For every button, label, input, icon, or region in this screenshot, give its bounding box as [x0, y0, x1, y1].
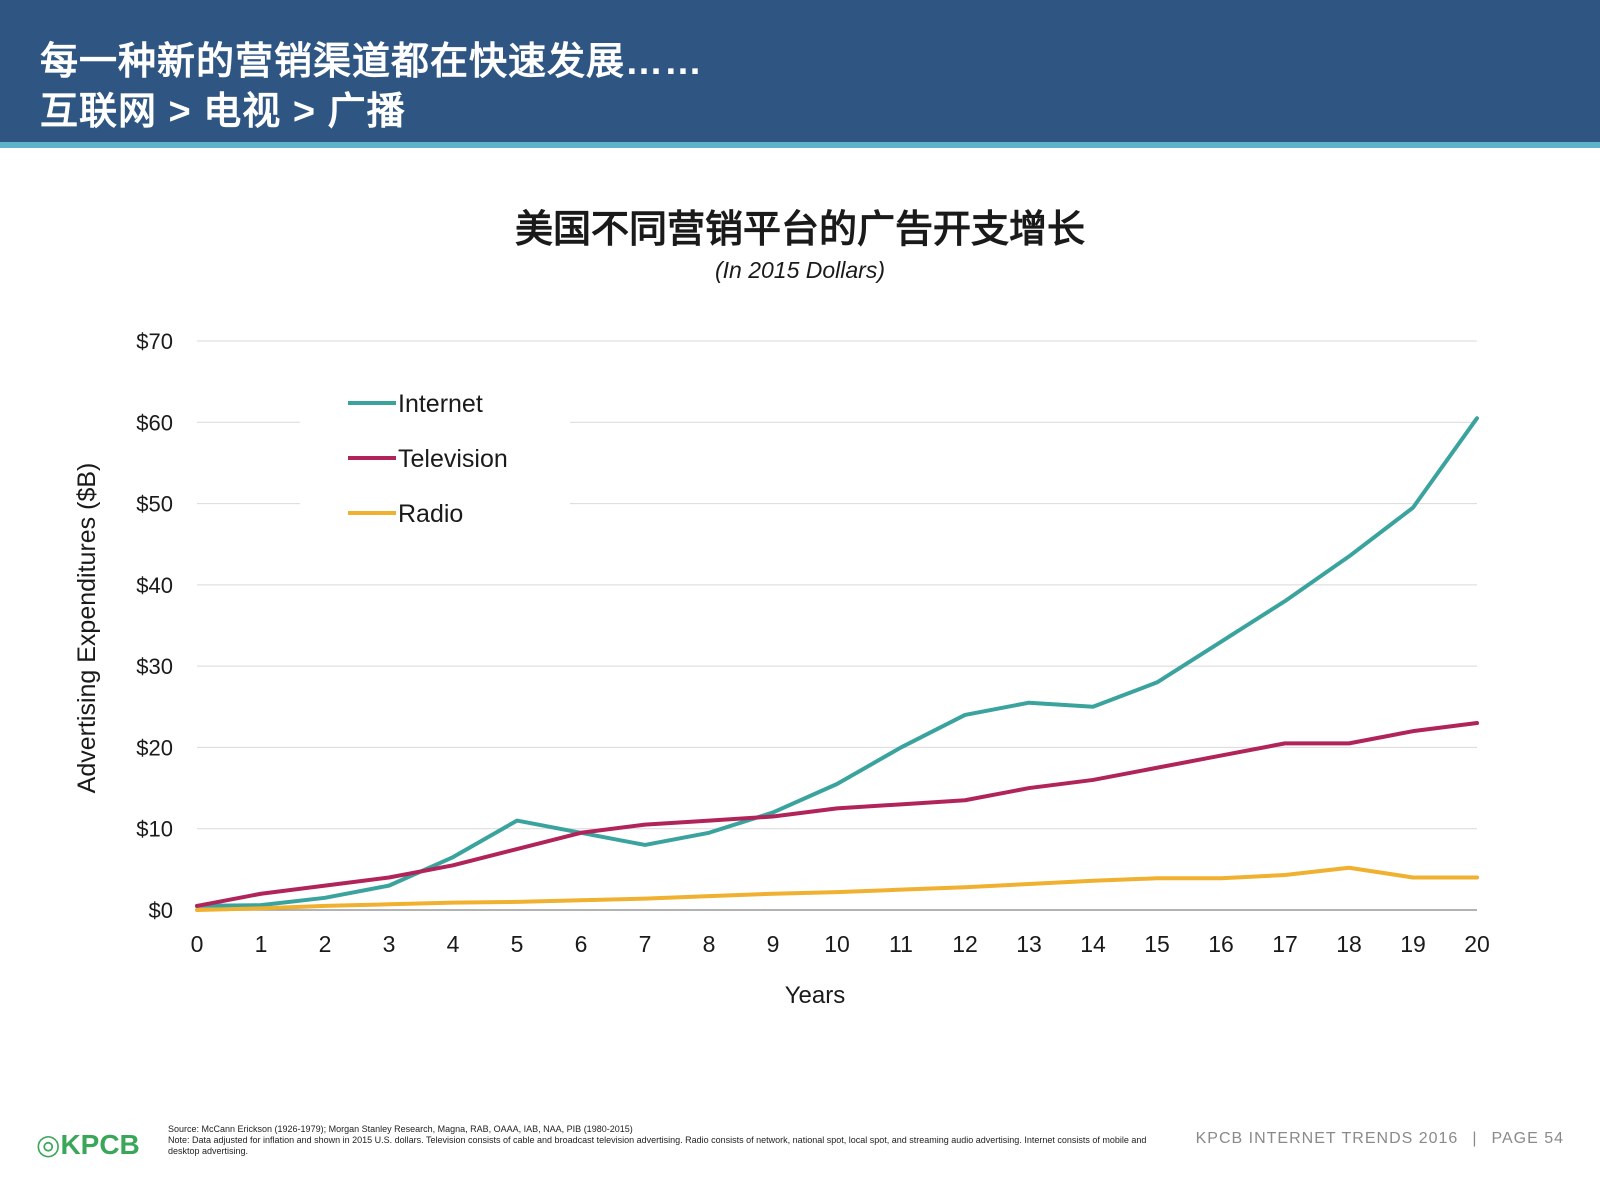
y-tick-label: $20 [136, 735, 173, 760]
y-tick-label: $50 [136, 492, 173, 517]
x-tick-label: 3 [383, 931, 396, 957]
y-tick-label: $10 [136, 817, 173, 842]
kpcb-logo-text: KPCB [60, 1129, 140, 1160]
x-tick-label: 6 [575, 931, 588, 957]
legend: Internet Television Radio [300, 378, 570, 538]
x-tick-labels: 0 1 2 3 4 5 6 7 8 9 10 11 12 13 14 15 16 17 18 19 20 [191, 931, 1490, 957]
footer-notes: Source: McCann Erickson (1926-1979); Mor… [168, 1124, 1158, 1157]
x-tick-label: 9 [767, 931, 780, 957]
chart-subtitle: (In 2015 Dollars) [714, 257, 886, 283]
chart-title: 美国不同营销平台的广告开支增长 [514, 209, 1085, 251]
x-tick-label: 4 [447, 931, 460, 957]
x-tick-label: 11 [889, 931, 913, 957]
y-tick-label: $70 [136, 329, 173, 354]
x-tick-label: 7 [639, 931, 652, 957]
source-note: Source: McCann Erickson (1926-1979); Mor… [168, 1124, 633, 1134]
header-subtitle: 互联网 > 电视 > 广播 [40, 91, 406, 133]
y-tick-label: $30 [136, 654, 173, 679]
legend-label-internet: Internet [398, 390, 483, 418]
y-axis-label: Advertising Expenditures ($B) [73, 463, 101, 794]
y-tick-labels: $0 $10 $20 $30 $40 $50 $60 $70 [136, 329, 173, 923]
x-tick-label: 17 [1272, 931, 1298, 957]
x-axis-label: Years [785, 982, 846, 1009]
x-tick-label: 19 [1400, 931, 1426, 957]
footer-separator: | [1472, 1130, 1478, 1147]
legend-label-television: Television [398, 445, 508, 473]
x-tick-label: 0 [191, 931, 204, 957]
page-number: PAGE 54 [1491, 1130, 1564, 1147]
footer-brand: KPCB INTERNET TRENDS 2016 [1195, 1130, 1459, 1147]
x-tick-label: 16 [1208, 931, 1234, 957]
kpcb-logo: ◎KPCB [36, 1128, 140, 1161]
x-tick-label: 10 [824, 931, 850, 957]
header-banner: 每一种新的营销渠道都在快速发展…… 互联网 > 电视 > 广播 [0, 0, 1600, 148]
kpcb-logo-icon: ◎ [36, 1129, 61, 1160]
data-note: Note: Data adjusted for inflation and sh… [168, 1135, 1147, 1156]
x-tick-label: 15 [1144, 931, 1170, 957]
x-tick-label: 2 [319, 931, 332, 957]
x-tick-label: 8 [703, 931, 716, 957]
series-line-internet [195, 416, 1479, 908]
series-lines [195, 416, 1479, 912]
header-title: 每一种新的营销渠道都在快速发展…… [40, 41, 704, 83]
x-tick-label: 14 [1080, 931, 1106, 957]
x-tick-label: 12 [952, 931, 978, 957]
x-tick-label: 1 [255, 931, 268, 957]
footer-page-info: KPCB INTERNET TRENDS 2016 | PAGE 54 [1196, 1130, 1564, 1148]
y-tick-label: $60 [136, 410, 173, 435]
x-tick-label: 20 [1464, 931, 1490, 957]
y-tick-label: $40 [136, 573, 173, 598]
x-tick-label: 13 [1016, 931, 1042, 957]
y-tick-label: $0 [149, 898, 173, 923]
series-line-television [195, 721, 1479, 908]
legend-background [300, 378, 570, 538]
legend-label-radio: Radio [398, 500, 463, 528]
x-tick-label: 18 [1336, 931, 1362, 957]
series-line-radio [195, 865, 1479, 912]
x-tick-label: 5 [511, 931, 524, 957]
